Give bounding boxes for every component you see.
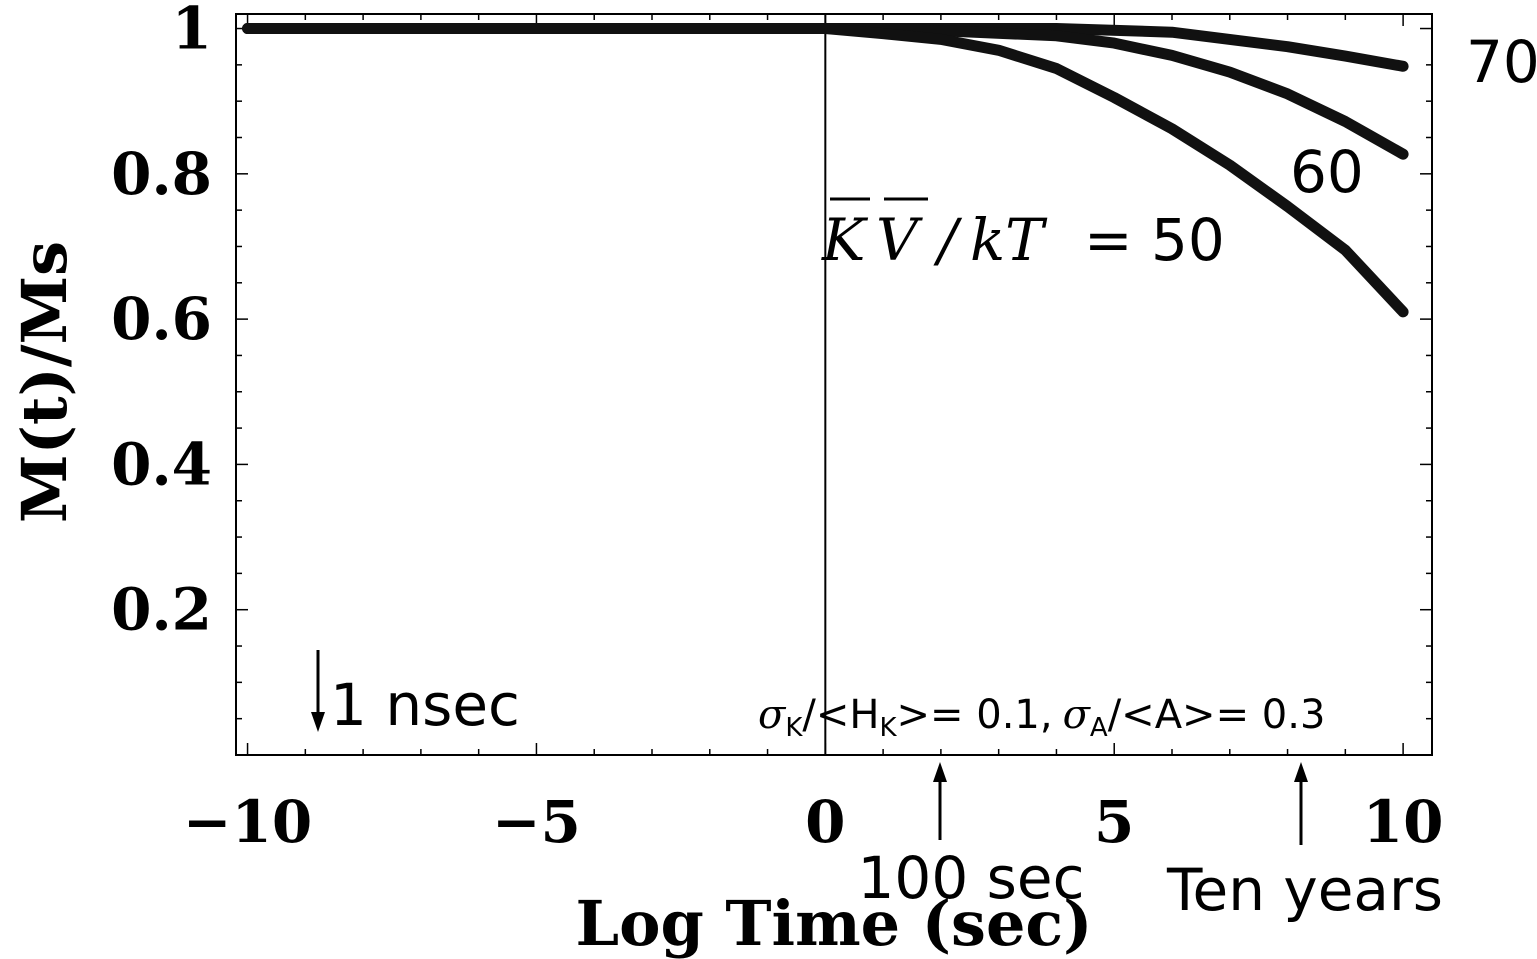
sub-k-2: K [879, 713, 897, 743]
sub-k: K [785, 713, 803, 743]
sub-a: A [1090, 713, 1108, 743]
ratio-K: K [821, 206, 869, 274]
y-tick-label: 1 [172, 0, 212, 63]
series-group [242, 23, 1409, 318]
dist-part-3: /<A>= 0.3 [1108, 692, 1326, 738]
sigma-k: σ [758, 692, 787, 738]
y-tick-label: 0.4 [111, 430, 212, 498]
distribution-params: σK/<HK>= 0.1, σA/<A>= 0.3 [758, 692, 1325, 743]
label-1nsec: 1 nsec [330, 671, 520, 739]
axis-ticks [236, 14, 1432, 755]
arrow-ten-years: Ten years [1166, 762, 1443, 924]
x-tick-label: 10 [1363, 788, 1444, 856]
label-100sec: 100 sec [858, 844, 1085, 912]
dist-part-1: /<H [802, 692, 879, 738]
ratio-kT: kT [970, 206, 1048, 274]
dist-part-2: >= 0.1, [897, 692, 1053, 738]
y-tick-label: 0.6 [111, 285, 212, 353]
x-tick-label: 5 [1094, 788, 1134, 856]
ratio-V: V [876, 206, 923, 274]
y-axis-title: M(t)/Ms [8, 241, 81, 523]
series-line-3 [242, 23, 1409, 318]
y-tick-label: 0.2 [111, 576, 212, 644]
ratio-label: K V / kT = 50 [821, 197, 1225, 274]
y-tick-labels: 0.2 0.4 0.6 0.8 1 [111, 0, 212, 644]
x-tick-label: 0 [805, 788, 845, 856]
x-axis-title: Log Time (sec) [576, 887, 1093, 959]
plot-frame [235, 13, 1433, 756]
x-tick-label: −5 [492, 788, 581, 856]
x-tick-labels: −10 −5 0 5 10 [183, 788, 1444, 856]
sigma-a: σ [1063, 692, 1092, 738]
ratio-rhs: = 50 [1084, 206, 1225, 274]
series-label-60: 60 [1290, 138, 1364, 206]
ratio-slash: / [933, 206, 963, 274]
y-tick-label: 0.8 [111, 140, 212, 208]
label-ten-years: Ten years [1166, 856, 1443, 924]
arrow-100sec: 100 sec [858, 762, 1085, 912]
series-label-70: 70 [1466, 28, 1537, 96]
x-tick-label: −10 [183, 788, 312, 856]
arrow-1nsec: 1 nsec [311, 650, 520, 739]
